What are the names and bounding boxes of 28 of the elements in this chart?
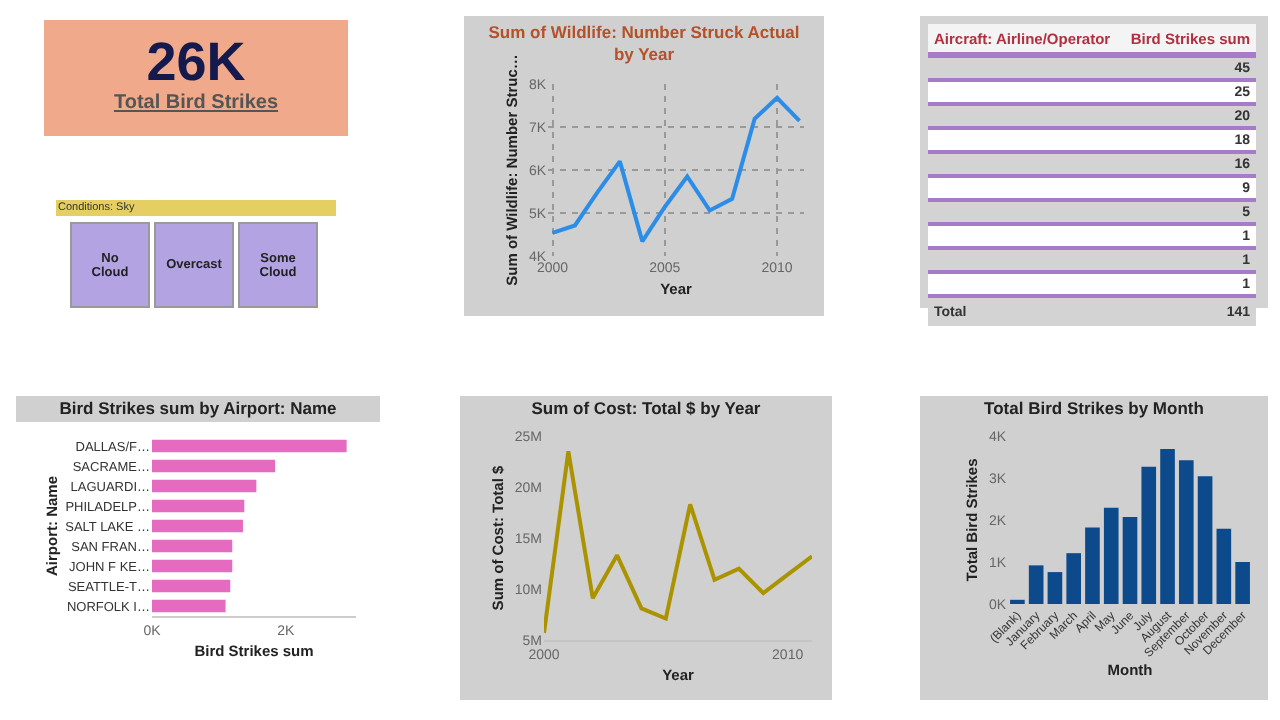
bar [1122,517,1138,604]
bar [1066,553,1082,604]
bar [152,479,257,493]
bar [152,599,226,613]
bar [1178,460,1194,604]
bar [1235,562,1250,604]
bar [1197,476,1213,604]
line-series [550,95,802,244]
bar [1085,527,1100,604]
bar [152,539,233,553]
bar [152,439,347,453]
chart-title: Sum of Cost: Total $ by Year [531,397,762,418]
bar [152,579,231,593]
bar [1103,507,1119,604]
bar [1160,449,1175,604]
bar [1141,466,1157,604]
bar [1047,572,1063,604]
bar [1028,565,1044,604]
text: 26K [144,32,248,92]
bar [152,519,243,533]
bar [152,559,233,573]
line-series [544,449,812,635]
bar [1216,528,1232,604]
text: Total Bird Strikes [111,92,281,114]
bar [152,459,276,473]
bar [152,499,245,513]
chart-title: Total Bird Strikes by Month [984,397,1204,418]
chart-title: Bird Strikes sum by Airport: Name [59,397,338,418]
